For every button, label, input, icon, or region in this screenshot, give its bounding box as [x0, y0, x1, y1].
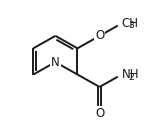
- Text: NH: NH: [122, 68, 139, 81]
- Text: CH: CH: [122, 17, 139, 30]
- Text: O: O: [95, 107, 104, 120]
- Text: 3: 3: [128, 21, 134, 30]
- Text: O: O: [95, 29, 104, 42]
- Text: N: N: [51, 56, 60, 69]
- Text: 2: 2: [128, 72, 134, 82]
